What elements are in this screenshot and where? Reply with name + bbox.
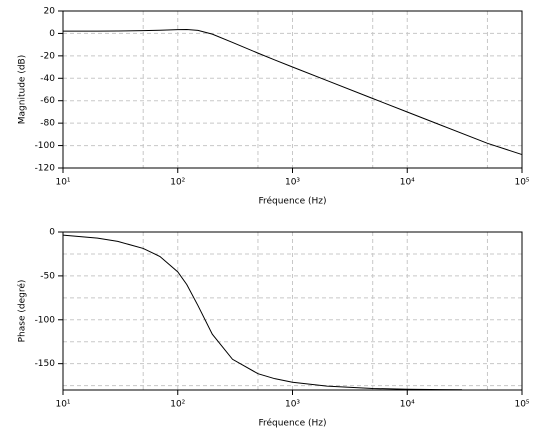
y-tick-label: -40 xyxy=(40,74,55,84)
x-tick-label: 10⁴ xyxy=(400,178,415,188)
y-tick-label: 0 xyxy=(49,29,55,39)
x-tick-label: 10³ xyxy=(285,400,300,410)
x-axis-label: Fréquence (Hz) xyxy=(258,196,326,207)
y-tick-label: -100 xyxy=(35,315,56,325)
x-tick-label: 10⁵ xyxy=(514,178,529,188)
x-tick-label: 10¹ xyxy=(55,178,70,188)
y-tick-label: -20 xyxy=(40,51,55,61)
y-tick-label: -80 xyxy=(40,119,55,129)
y-tick-label: 20 xyxy=(44,7,56,17)
y-tick-label: 0 xyxy=(49,228,55,238)
x-tick-label: 10⁵ xyxy=(514,400,529,410)
y-axis-label: Phase (degré) xyxy=(17,280,28,343)
x-tick-label: 10¹ xyxy=(55,400,70,410)
x-tick-label: 10⁴ xyxy=(400,400,415,410)
y-tick-label: -60 xyxy=(40,96,55,106)
y-axis-label: Magnitude (dB) xyxy=(18,55,28,124)
x-tick-label: 10² xyxy=(170,400,185,410)
data-line xyxy=(62,29,523,156)
x-tick-label: 10² xyxy=(170,178,185,188)
plot-frame xyxy=(62,231,523,391)
y-tick-label: -100 xyxy=(35,141,56,151)
x-axis-label: Fréquence (Hz) xyxy=(258,418,326,429)
data-line xyxy=(62,234,463,391)
plot-frame xyxy=(62,10,523,169)
y-tick-label: -50 xyxy=(40,271,55,281)
y-tick-label: -120 xyxy=(35,164,56,174)
x-tick-label: 10³ xyxy=(285,178,300,188)
y-tick-label: -150 xyxy=(35,359,56,369)
